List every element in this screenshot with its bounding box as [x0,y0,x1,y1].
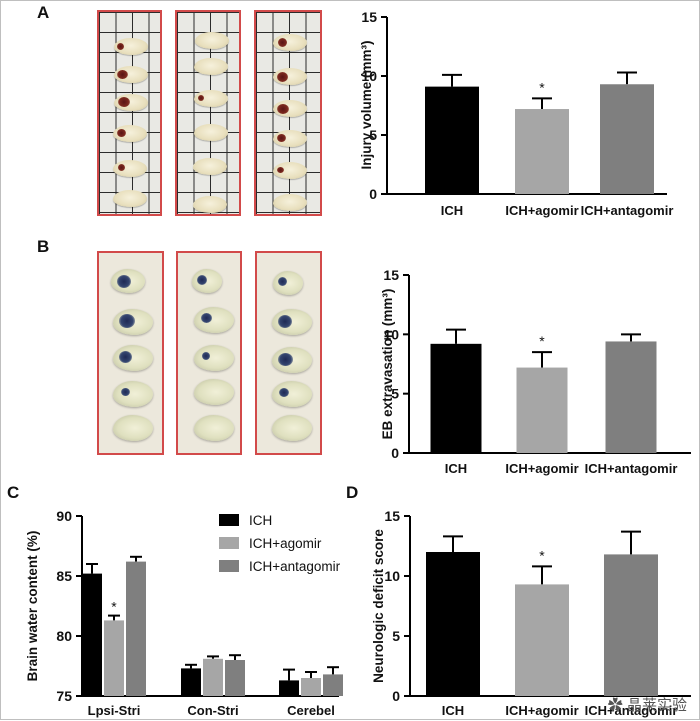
bar [82,573,102,696]
y-tick-label: 5 [391,386,399,402]
y-tick-label: 5 [392,628,400,644]
significance-marker: * [111,599,117,615]
chart-a: 0 5 10 15 Injury volume (mm³) ICH * ICH+agomir I… [359,9,673,218]
x-tick-label: ICH+agomir [505,461,578,476]
x-tick-label: ICH+agomir [505,703,578,718]
chart-c: 75 80 85 90 Brain water content (%) * Lpsi-Str… [25,508,343,718]
bar [425,86,479,194]
y-tick-label: 15 [384,508,400,524]
y-axis-label: EB extravasation (mm³) [380,289,395,440]
x-tick-label: Con-Stri [187,703,238,718]
y-tick-label: 5 [369,127,377,143]
chart-b: 0 5 10 15 EB extravasation (mm³) ICH * ICH+agom… [380,267,691,476]
bar [515,109,569,194]
y-tick-label: 0 [392,688,400,704]
bar [104,620,124,696]
photo-ich-injury [97,10,162,216]
bar [605,341,657,453]
photo-ich-eb [97,251,164,455]
photo-agomir-injury [175,10,241,216]
y-tick-label: 15 [361,9,377,25]
legend-swatch [219,537,239,549]
bar [181,668,201,696]
y-tick-label: 80 [56,628,72,644]
y-axis-label: Neurologic deficit score [371,529,386,683]
legend-swatch [219,560,239,572]
photo-antagomir-eb [255,251,322,455]
y-tick-label: 0 [369,186,377,202]
x-tick-label: Cerebel [287,703,335,718]
panel-label-a: A [37,3,50,22]
y-tick-label: 90 [56,508,72,524]
y-tick-label: 10 [384,568,400,584]
legend-label: ICH+antagomir [249,559,341,574]
bar [126,561,146,696]
wechat-icon: ✿ [607,697,623,714]
bar [516,367,568,453]
y-tick-label: 10 [383,326,399,342]
bar [279,680,299,696]
x-tick-label: ICH+agomir [505,203,578,218]
y-tick-label: 10 [361,68,377,84]
bar [430,343,482,453]
x-tick-label: ICH+antagomir [585,703,678,718]
y-axis-label: Injury volume (mm³) [359,40,374,169]
bar [515,584,569,696]
panel-label-b: B [37,237,50,256]
bar [225,660,245,696]
panel-label-d: D [346,483,359,502]
photo-agomir-eb [176,251,242,455]
y-axis-label: Brain water content (%) [25,531,40,682]
y-tick-label: 15 [383,267,399,283]
significance-marker: * [539,333,545,349]
significance-marker: * [539,79,545,95]
bar [426,552,480,696]
bar [301,678,321,696]
x-tick-label: ICH [445,461,467,476]
bar [323,674,343,696]
x-tick-label: ICH+antagomir [581,203,674,218]
watermark-text: 晶莱实验 [626,697,687,714]
bar [203,658,223,696]
bar [600,84,654,194]
legend-label: ICH [249,513,272,528]
significance-marker: * [539,547,545,563]
y-tick-label: 75 [56,688,72,704]
y-tick-label: 0 [391,445,399,461]
chart-d: 0 5 10 15 Neurologic deficit score ICH * ICH+ag… [371,508,691,718]
legend-label: ICH+agomir [249,536,322,551]
y-tick-label: 85 [56,568,72,584]
photo-antagomir-injury [254,10,322,216]
x-tick-label: Lpsi-Stri [88,703,141,718]
x-tick-label: ICH [441,203,463,218]
bar [604,554,658,696]
legend-swatch [219,514,239,526]
watermark: ✿ 晶莱实验 [608,694,687,715]
x-tick-label: ICH+antagomir [585,461,678,476]
x-tick-label: ICH [442,703,464,718]
panel-label-c: C [7,483,20,502]
